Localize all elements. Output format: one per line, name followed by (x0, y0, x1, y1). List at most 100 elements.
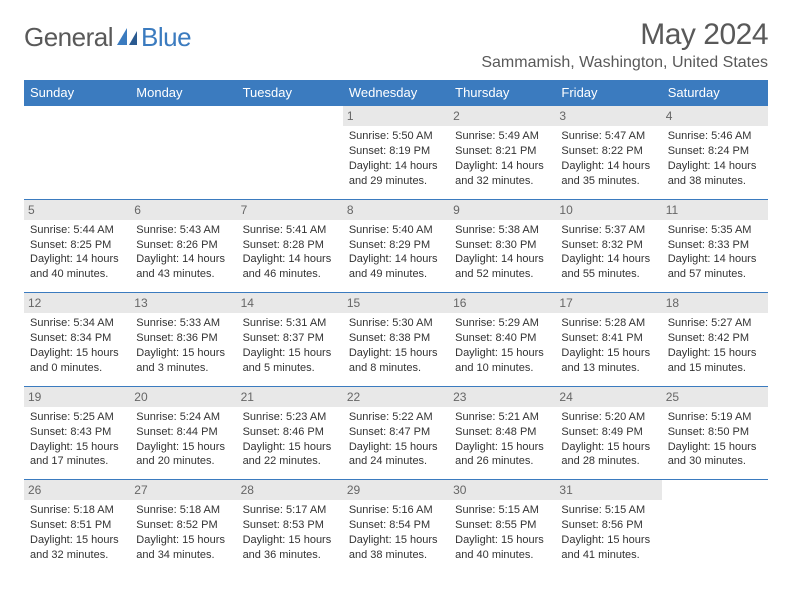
calendar-body: 1Sunrise: 5:50 AMSunset: 8:19 PMDaylight… (24, 106, 768, 573)
sunset-text: Sunset: 8:51 PM (30, 518, 124, 533)
sunrise-text: Sunrise: 5:44 AM (30, 223, 124, 238)
calendar-day-cell: 18Sunrise: 5:27 AMSunset: 8:42 PMDayligh… (662, 293, 768, 387)
daylight-text: Daylight: 14 hours and 55 minutes. (561, 252, 655, 282)
sunrise-text: Sunrise: 5:33 AM (136, 316, 230, 331)
calendar-day-cell: 17 Sunrise: 5:28 AMSunset: 8:41 PMDayligh… (555, 293, 661, 387)
daylight-text: Daylight: 15 hours and 40 minutes. (455, 533, 549, 563)
day-number: 26 (24, 480, 130, 500)
daylight-text: Daylight: 15 hours and 3 minutes. (136, 346, 230, 376)
calendar-day-cell: 11Sunrise: 5:35 AMSunset: 8:33 PMDayligh… (662, 199, 768, 293)
day-number: 8 (343, 200, 449, 220)
day-number: 12 (24, 293, 130, 313)
daylight-text: Daylight: 15 hours and 20 minutes. (136, 440, 230, 470)
calendar-week-row: 1Sunrise: 5:50 AMSunset: 8:19 PMDaylight… (24, 106, 768, 200)
calendar-day-cell: 14Sunrise: 5:31 AMSunset: 8:37 PMDayligh… (237, 293, 343, 387)
sunrise-text: Sunrise: 5:24 AM (136, 410, 230, 425)
sunrise-text: Sunrise: 5:21 AM (455, 410, 549, 425)
daylight-text: Daylight: 14 hours and 29 minutes. (349, 159, 443, 189)
daylight-text: Daylight: 15 hours and 38 minutes. (349, 533, 443, 563)
sunrise-text: Sunrise: 5:16 AM (349, 503, 443, 518)
calendar-day-cell: 1Sunrise: 5:50 AMSunset: 8:19 PMDaylight… (343, 106, 449, 200)
sunrise-text: Sunrise: 5:20 AM (561, 410, 655, 425)
calendar-day-cell: 12Sunrise: 5:34 AMSunset: 8:34 PMDayligh… (24, 293, 130, 387)
calendar-week-row: 19Sunrise: 5:25 AMSunset: 8:43 PMDayligh… (24, 386, 768, 480)
sunset-text: Sunset: 8:50 PM (668, 425, 762, 440)
day-number: 3 (555, 106, 661, 126)
sunset-text: Sunset: 8:55 PM (455, 518, 549, 533)
sunrise-text: Sunrise: 5:27 AM (668, 316, 762, 331)
day-number: 31 (555, 480, 661, 500)
day-number: 21 (237, 387, 343, 407)
calendar-day-cell: 20Sunrise: 5:24 AMSunset: 8:44 PMDayligh… (130, 386, 236, 480)
day-number: 24 (555, 387, 661, 407)
day-number: 1 (343, 106, 449, 126)
daylight-text: Daylight: 15 hours and 41 minutes. (561, 533, 655, 563)
page-header: General Blue May 2024 Sammamish, Washing… (24, 18, 768, 72)
daylight-text: Daylight: 15 hours and 24 minutes. (349, 440, 443, 470)
weekday-header: Thursday (449, 80, 555, 106)
sunset-text: Sunset: 8:26 PM (136, 238, 230, 253)
calendar-day-cell: 28Sunrise: 5:17 AMSunset: 8:53 PMDayligh… (237, 480, 343, 573)
calendar-day-cell: 29Sunrise: 5:16 AMSunset: 8:54 PMDayligh… (343, 480, 449, 573)
month-title: May 2024 (481, 18, 768, 52)
daylight-text: Daylight: 14 hours and 52 minutes. (455, 252, 549, 282)
weekday-header-row: SundayMondayTuesdayWednesdayThursdayFrid… (24, 80, 768, 106)
calendar-day-cell: 19Sunrise: 5:25 AMSunset: 8:43 PMDayligh… (24, 386, 130, 480)
sunset-text: Sunset: 8:24 PM (668, 144, 762, 159)
calendar-day-cell: 8Sunrise: 5:40 AMSunset: 8:29 PMDaylight… (343, 199, 449, 293)
sunrise-text: Sunrise: 5:41 AM (243, 223, 337, 238)
sunrise-text: Sunrise: 5:35 AM (668, 223, 762, 238)
daylight-text: Daylight: 14 hours and 57 minutes. (668, 252, 762, 282)
sunset-text: Sunset: 8:29 PM (349, 238, 443, 253)
weekday-header: Sunday (24, 80, 130, 106)
day-number: 22 (343, 387, 449, 407)
sunset-text: Sunset: 8:47 PM (349, 425, 443, 440)
sunrise-text: Sunrise: 5:49 AM (455, 129, 549, 144)
sunrise-text: Sunrise: 5:28 AM (561, 316, 655, 331)
sunset-text: Sunset: 8:30 PM (455, 238, 549, 253)
day-number: 2 (449, 106, 555, 126)
sunset-text: Sunset: 8:40 PM (455, 331, 549, 346)
daylight-text: Daylight: 15 hours and 32 minutes. (30, 533, 124, 563)
calendar-day-cell: 24Sunrise: 5:20 AMSunset: 8:49 PMDayligh… (555, 386, 661, 480)
sunset-text: Sunset: 8:49 PM (561, 425, 655, 440)
day-number: 23 (449, 387, 555, 407)
day-number: 15 (343, 293, 449, 313)
sunrise-text: Sunrise: 5:19 AM (668, 410, 762, 425)
sunset-text: Sunset: 8:21 PM (455, 144, 549, 159)
calendar-week-row: 5Sunrise: 5:44 AMSunset: 8:25 PMDaylight… (24, 199, 768, 293)
calendar-day-cell (237, 106, 343, 200)
calendar-day-cell: 16Sunrise: 5:29 AMSunset: 8:40 PMDayligh… (449, 293, 555, 387)
calendar-day-cell: 2 Sunrise: 5:49 AMSunset: 8:21 PMDaylight… (449, 106, 555, 200)
sunrise-text: Sunrise: 5:37 AM (561, 223, 655, 238)
calendar-day-cell: 30Sunrise: 5:15 AMSunset: 8:55 PMDayligh… (449, 480, 555, 573)
sunset-text: Sunset: 8:46 PM (243, 425, 337, 440)
sunrise-text: Sunrise: 5:47 AM (561, 129, 655, 144)
logo-text-1: General (24, 22, 113, 53)
sunset-text: Sunset: 8:36 PM (136, 331, 230, 346)
day-number: 18 (662, 293, 768, 313)
day-number: 4 (662, 106, 768, 126)
daylight-text: Daylight: 15 hours and 17 minutes. (30, 440, 124, 470)
sunrise-text: Sunrise: 5:50 AM (349, 129, 443, 144)
title-block: May 2024 Sammamish, Washington, United S… (481, 18, 768, 72)
sunset-text: Sunset: 8:22 PM (561, 144, 655, 159)
sunset-text: Sunset: 8:41 PM (561, 331, 655, 346)
sunset-text: Sunset: 8:52 PM (136, 518, 230, 533)
calendar-day-cell: 25Sunrise: 5:19 AMSunset: 8:50 PMDayligh… (662, 386, 768, 480)
daylight-text: Daylight: 14 hours and 32 minutes. (455, 159, 549, 189)
daylight-text: Daylight: 14 hours and 46 minutes. (243, 252, 337, 282)
weekday-header: Tuesday (237, 80, 343, 106)
calendar-day-cell: 13Sunrise: 5:33 AMSunset: 8:36 PMDayligh… (130, 293, 236, 387)
sunset-text: Sunset: 8:37 PM (243, 331, 337, 346)
sunrise-text: Sunrise: 5:18 AM (30, 503, 124, 518)
daylight-text: Daylight: 15 hours and 0 minutes. (30, 346, 124, 376)
sunset-text: Sunset: 8:56 PM (561, 518, 655, 533)
calendar-table: SundayMondayTuesdayWednesdayThursdayFrid… (24, 80, 768, 573)
sunset-text: Sunset: 8:34 PM (30, 331, 124, 346)
daylight-text: Daylight: 15 hours and 13 minutes. (561, 346, 655, 376)
day-number: 14 (237, 293, 343, 313)
sunrise-text: Sunrise: 5:15 AM (561, 503, 655, 518)
sunrise-text: Sunrise: 5:46 AM (668, 129, 762, 144)
day-number: 17 (555, 293, 661, 313)
